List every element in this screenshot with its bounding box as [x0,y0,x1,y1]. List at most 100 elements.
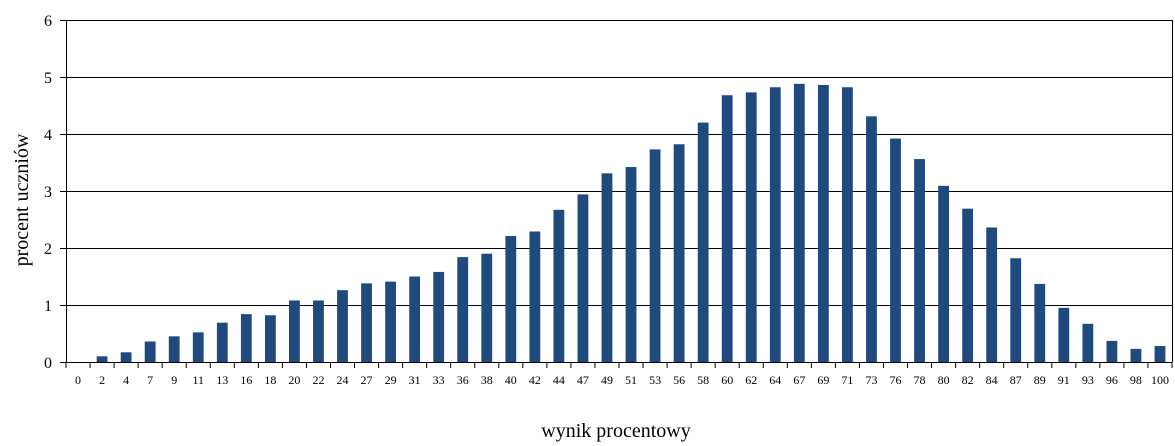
bar-76 [890,138,901,362]
bar-69 [817,84,829,362]
x-tick-label-62: 62 [745,373,757,387]
bar-56 [673,144,685,362]
x-tick-labels: 0 2 4 7 9 11 13 16 18 20 22 24 27 29 31 33 36 38 40 42 44 47 4… [75,373,1169,387]
bars [96,83,1166,363]
x-tick-label-93: 93 [1082,373,1094,387]
x-tick-label-60: 60 [721,373,733,387]
x-tick-label-89: 89 [1034,373,1046,387]
x-tick-label-78: 78 [914,373,926,387]
bar-4 [120,352,132,362]
bar-80 [938,185,949,362]
x-tick-label-42: 42 [529,373,541,387]
bar-22 [313,300,324,362]
x-tick-label-56: 56 [673,373,685,387]
x-tick-label-4: 4 [123,373,129,387]
bar-13 [216,322,228,362]
x-tick-label-33: 33 [433,373,445,387]
x-tick-label-0: 0 [75,373,81,387]
x-tick-label-58: 58 [697,373,709,387]
y-tick-label-3: 3 [44,184,52,201]
x-tick-label-53: 53 [649,373,661,387]
bar-64 [769,87,781,362]
bar-51 [625,167,637,362]
x-tick-label-7: 7 [147,373,153,387]
bar-11 [192,332,204,362]
x-tick-label-29: 29 [385,373,397,387]
x-tick-label-51: 51 [625,373,637,387]
x-tick-label-91: 91 [1058,373,1070,387]
x-tick-label-18: 18 [264,373,276,387]
axes [60,20,1173,368]
bar-27 [361,283,372,362]
bar-78 [914,159,925,362]
bar-100 [1154,346,1166,362]
bar-42 [529,231,541,362]
bar-62 [745,92,757,362]
bar-36 [457,257,469,362]
y-tick-labels: 0 1 2 3 4 5 6 [44,13,52,372]
bar-29 [385,281,396,362]
x-tick-label-80: 80 [938,373,950,387]
x-tick-label-64: 64 [769,373,781,387]
bar-98 [1130,348,1142,362]
bar-93 [1082,323,1094,362]
x-tick-label-24: 24 [337,373,349,387]
x-tick-label-40: 40 [505,373,517,387]
bar-73 [866,116,877,362]
x-tick-label-100: 100 [1151,373,1169,387]
x-tick-label-11: 11 [192,373,204,387]
x-axis-title: wynik procentowy [541,420,690,442]
x-tick-label-49: 49 [601,373,613,387]
bar-82 [962,208,974,362]
bar-2 [96,356,108,362]
bar-16 [240,314,252,362]
y-tick-label-0: 0 [44,355,52,372]
bar-60 [721,95,733,363]
bar-71 [842,87,853,362]
x-tick-label-76: 76 [890,373,902,387]
x-tick-label-47: 47 [577,373,589,387]
y-tick-label-5: 5 [44,70,52,87]
bar-84 [986,227,998,362]
x-tick-label-38: 38 [481,373,493,387]
bar-24 [337,290,348,362]
y-tick-label-1: 1 [44,298,52,315]
bar-49 [601,173,613,362]
bar-9 [168,336,180,362]
bar-67 [793,83,805,362]
y-tick-label-6: 6 [44,13,52,30]
x-tick-label-22: 22 [312,373,324,387]
y-tick-label-4: 4 [44,127,52,144]
x-tick-label-9: 9 [171,373,177,387]
bar-47 [577,194,589,362]
bar-58 [697,122,709,362]
y-axis-title: procent uczniów [11,133,33,266]
bar-20 [289,300,300,362]
bar-33 [433,271,445,362]
x-tick-label-2: 2 [99,373,105,387]
bar-53 [649,149,661,362]
bar-91 [1058,307,1070,362]
bar-7 [144,341,156,362]
x-tick-label-71: 71 [841,373,853,387]
x-tick-label-31: 31 [409,373,421,387]
x-tick-label-36: 36 [457,373,469,387]
x-tick-label-96: 96 [1106,373,1118,387]
bar-44 [553,209,565,362]
x-tick-label-69: 69 [817,373,829,387]
x-tick-label-44: 44 [553,373,565,387]
x-tick-label-82: 82 [962,373,974,387]
bar-40 [505,236,517,362]
x-tick-label-73: 73 [865,373,877,387]
x-tick-label-27: 27 [361,373,373,387]
y-tick-label-2: 2 [44,241,52,258]
x-tick-label-87: 87 [1010,373,1022,387]
x-tick-label-84: 84 [986,373,998,387]
bar-96 [1106,340,1118,362]
bar-38 [481,253,493,362]
gridlines [66,20,1172,306]
x-tick-label-20: 20 [288,373,300,387]
bar-89 [1034,283,1046,362]
x-tick-label-98: 98 [1130,373,1142,387]
